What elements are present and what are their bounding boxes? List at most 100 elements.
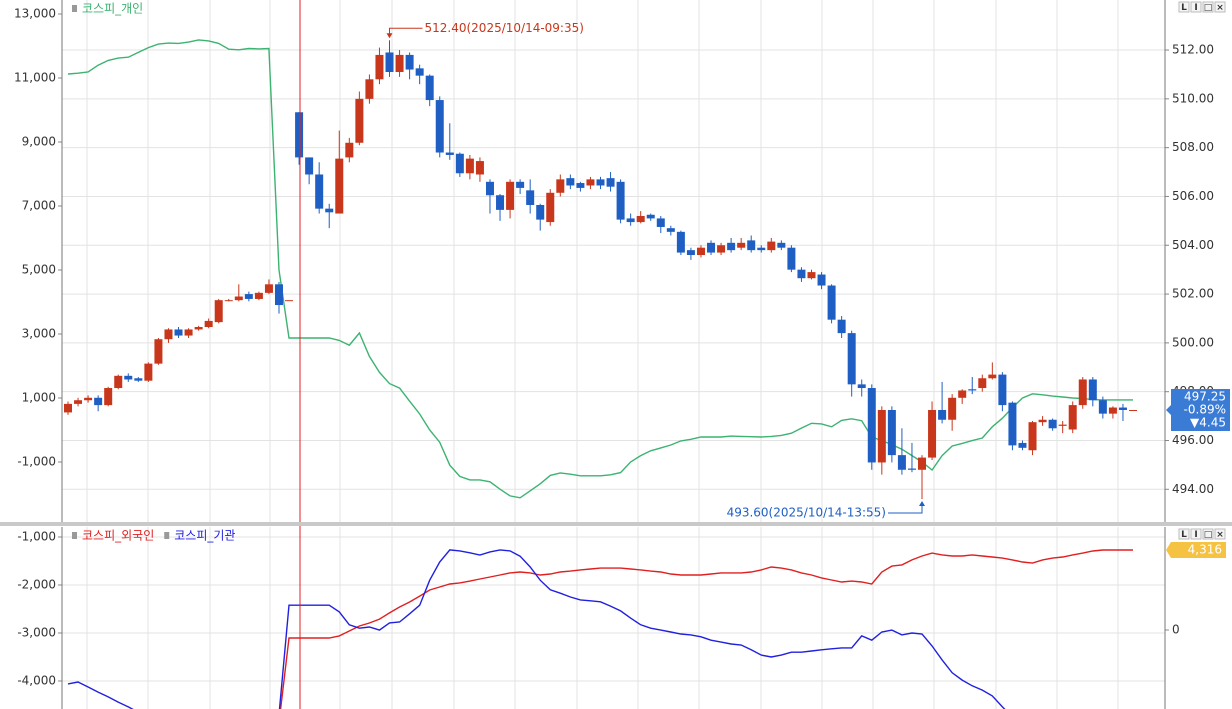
y-tick-label: 3,000 [22, 326, 56, 340]
candle-body [425, 75, 434, 101]
candle-body [224, 300, 233, 302]
line-series [67, 549, 1006, 709]
candle-body [144, 363, 153, 381]
window-button-label[interactable]: □ [1204, 3, 1213, 13]
candle-body [64, 403, 72, 413]
candle-body [154, 339, 163, 364]
candle-body [817, 274, 826, 286]
line-series [279, 549, 1133, 709]
candle-body [696, 247, 705, 256]
legend-swatch [72, 5, 77, 12]
candle-body [787, 247, 796, 270]
y2-tick-label: 506.00 [1172, 189, 1214, 203]
window-button-label[interactable]: L [1181, 3, 1187, 13]
window-button-label[interactable]: × [1216, 530, 1224, 540]
candle-body [676, 231, 685, 253]
y2-tick-label: 500.00 [1172, 335, 1214, 349]
annotation-high: 512.40(2025/10/14-09:35) [425, 21, 584, 35]
annotation-line [389, 27, 423, 35]
candle-body [1068, 405, 1077, 430]
candle-body [556, 179, 565, 193]
window-button[interactable] [1202, 528, 1214, 540]
window-button[interactable] [1214, 528, 1226, 540]
candle-body [877, 409, 886, 463]
candle-body [415, 68, 424, 76]
candle-body [455, 153, 464, 174]
y-tick-label: 9,000 [22, 134, 56, 148]
candle-body [435, 100, 444, 153]
window-button[interactable] [1214, 1, 1226, 13]
window-button-label[interactable]: × [1216, 3, 1224, 13]
window-button-label[interactable]: I [1194, 530, 1197, 540]
candle-body [365, 79, 374, 99]
candle-body [586, 179, 595, 186]
candle-body [897, 455, 906, 470]
price-tag [1166, 388, 1230, 431]
candle-body [485, 181, 494, 196]
candle-body [114, 375, 123, 389]
candle-body [244, 294, 253, 299]
candle-body [104, 388, 113, 406]
candle-body [918, 457, 927, 470]
candle-body [737, 242, 746, 248]
candle-body [907, 468, 916, 470]
legend-swatch [164, 532, 170, 539]
candle-body [747, 240, 756, 251]
candle-body [315, 174, 324, 209]
candle-body [174, 329, 183, 336]
y-tick-label: 7,000 [22, 198, 56, 212]
candle-body [184, 329, 193, 336]
candle-body [385, 52, 394, 72]
candle-body [1078, 379, 1087, 406]
window-button[interactable] [1190, 1, 1202, 13]
candle-body [496, 195, 505, 210]
candle-body [325, 208, 334, 213]
candle-body [757, 247, 766, 251]
candle-body [958, 390, 967, 398]
candle-body [646, 214, 655, 219]
candle-body [576, 183, 585, 188]
y-tick-label: 5,000 [22, 262, 56, 276]
window-button[interactable] [1190, 528, 1202, 540]
y-tick-label: -2,000 [17, 577, 56, 591]
annotation-line [888, 505, 923, 514]
candle-body [204, 320, 213, 328]
window-button-label[interactable]: □ [1204, 530, 1213, 540]
window-button-label[interactable]: I [1194, 3, 1197, 13]
candle-body [867, 388, 876, 463]
candle-body [1008, 402, 1017, 446]
window-button-label[interactable]: L [1181, 530, 1187, 540]
window-button[interactable] [1202, 1, 1214, 13]
window-button[interactable] [1178, 528, 1190, 540]
candle-body [1018, 442, 1027, 448]
candle-body [1028, 422, 1037, 451]
price-tag-label: ▼4.45 [1190, 415, 1226, 429]
y2-tick-label: 508.00 [1172, 140, 1214, 154]
candle-body [465, 158, 474, 174]
candle-body [254, 292, 263, 299]
candle-body [84, 397, 93, 401]
candle-body [1098, 400, 1107, 414]
candle-body [405, 54, 414, 70]
candle-body [536, 204, 545, 220]
price-tag-label: 497.25 [1184, 389, 1226, 403]
candle-body [516, 181, 525, 188]
candle-body [606, 178, 615, 187]
window-button[interactable] [1178, 1, 1190, 13]
price-tag-label: -0.89% [1184, 402, 1226, 416]
candle-body [274, 284, 283, 306]
legend-swatch [72, 532, 77, 539]
candle-body [445, 152, 454, 155]
candle-body [948, 397, 957, 420]
annotation-arrow [919, 501, 926, 507]
candle-body [998, 374, 1007, 406]
y2-tick-label: 504.00 [1172, 238, 1214, 252]
candle-body [616, 181, 625, 220]
candle-body [506, 181, 515, 210]
candle-body [526, 190, 535, 205]
candle-body [194, 327, 203, 330]
line-series [67, 39, 1133, 499]
y2-tick-label: 494.00 [1172, 482, 1214, 496]
y2-tick-label: 502.00 [1172, 287, 1214, 301]
